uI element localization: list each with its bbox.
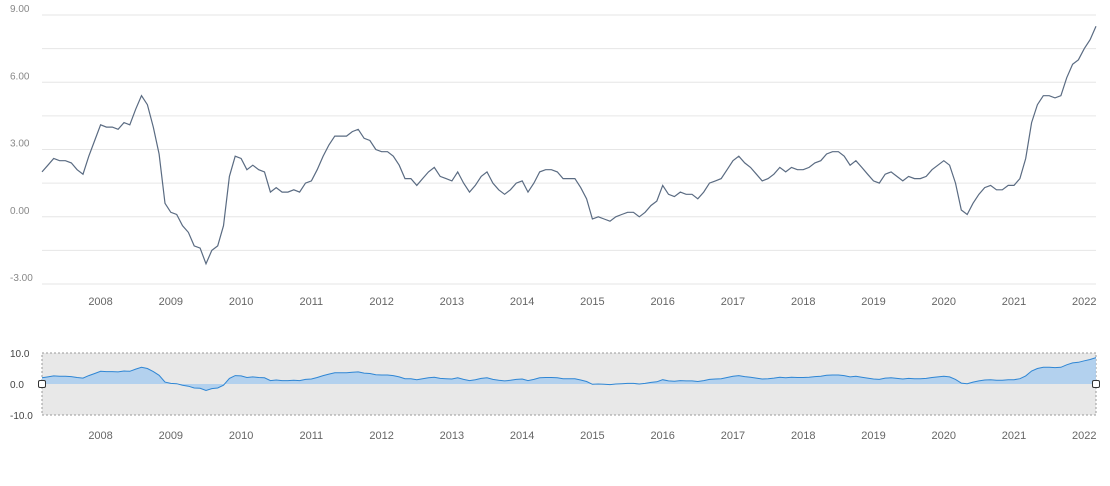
x-tick-label: 2018 [791,296,815,308]
navigator-area [42,357,1096,391]
navigator-y-tick-label: -10.0 [10,411,33,422]
x-tick-label: 2022 [1072,296,1096,308]
x-tick-label: 2012 [369,296,393,308]
navigator-left-handle[interactable] [38,380,46,388]
x-tick-label: 2017 [721,296,745,308]
y-tick-label: -3.00 [10,273,33,284]
navigator-right-handle[interactable] [1092,380,1100,388]
main-grid [42,14,1096,285]
navigator-x-tick-label: 2019 [861,430,885,442]
x-tick-label: 2014 [510,296,534,308]
navigator-y-tick-label: 10.0 [10,349,30,360]
navigator-x-tick-label: 2013 [440,430,464,442]
x-tick-label: 2010 [229,296,253,308]
x-tick-label: 2021 [1002,296,1026,308]
navigator-x-tick-label: 2021 [1002,430,1026,442]
y-tick-label: 6.00 [10,71,30,82]
x-tick-label: 2009 [159,296,183,308]
y-axis-ticks: 9.00 6.00 3.00 0.00 -3.00 [10,4,33,284]
x-tick-label: 2011 [300,296,324,308]
x-tick-label: 2013 [440,296,464,308]
main-plot-area [41,25,1097,266]
y-tick-label: 0.00 [10,206,30,217]
x-tick-label: 2019 [861,296,885,308]
x-tick-label: 2008 [88,296,112,308]
navigator-line [41,357,1097,392]
navigator-x-tick-label: 2017 [721,430,745,442]
navigator-x-tick-label: 2012 [369,430,393,442]
navigator-x-tick-label: 2014 [510,430,534,442]
series-line [41,25,1097,266]
x-tick-label: 2015 [580,296,604,308]
x-tick-label: 2016 [650,296,674,308]
navigator-x-tick-label: 2015 [580,430,604,442]
x-tick-label: 2020 [932,296,956,308]
navigator-x-tick-label: 2018 [791,430,815,442]
navigator-x-tick-label: 2008 [88,430,112,442]
x-axis-ticks: 2008 2009 2010 2011 2012 2013 2014 2015 2016 2017… [88,296,1096,308]
navigator-x-tick-label: 2020 [932,430,956,442]
navigator-x-tick-label: 2016 [650,430,674,442]
navigator-y-tick-label: 0.0 [10,380,24,391]
navigator-x-tick-label: 2022 [1072,430,1096,442]
navigator-x-tick-label: 2009 [159,430,183,442]
navigator[interactable]: 10.0 0.0 -10.0 2008 2009 2010 2011 2012 2013 2014… [10,349,1100,442]
y-tick-label: 9.00 [10,4,30,15]
y-tick-label: 3.00 [10,139,30,150]
navigator-x-tick-label: 2010 [229,430,253,442]
navigator-x-tick-label: 2011 [300,430,324,442]
